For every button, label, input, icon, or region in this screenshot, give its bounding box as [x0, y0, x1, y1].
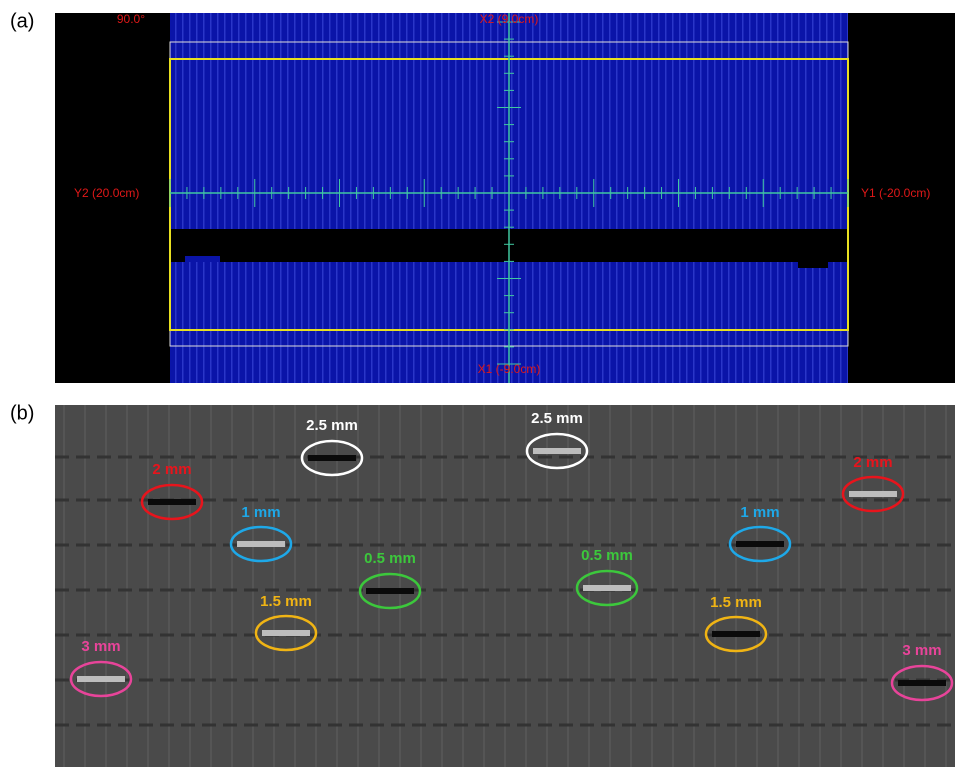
annotation-label: 1.5 mm — [260, 593, 312, 610]
gap-mark — [366, 588, 414, 594]
panel-label: (b) — [10, 402, 34, 424]
gantry-angle: 90.0° — [117, 12, 145, 26]
gap-mark — [849, 491, 897, 497]
annotation-label: 3 mm — [902, 642, 941, 659]
figure: (a) 90.0° X2 (9.0cm) X1 (-9.0cm) Y2 (20.… — [0, 0, 955, 767]
x2-label: X2 (9.0cm) — [480, 12, 539, 26]
gap-mark — [262, 630, 310, 636]
gap-mark — [712, 631, 760, 637]
annotation-label: 0.5 mm — [364, 550, 416, 567]
gap-mark — [533, 448, 581, 454]
gap-mark — [77, 676, 125, 682]
x1-label: X1 (-9.0cm) — [478, 362, 541, 376]
gap-mark — [736, 541, 784, 547]
y1-label: Y1 (-20.0cm) — [861, 186, 930, 200]
annotation-label: 1 mm — [740, 504, 779, 521]
annotation-label: 2.5 mm — [306, 417, 358, 434]
panel-label: (a) — [10, 10, 34, 32]
annotation-label: 1 mm — [241, 504, 280, 521]
gap-mark — [148, 499, 196, 505]
annotation-label: 2.5 mm — [531, 410, 583, 427]
annotation-label: 1.5 mm — [710, 594, 762, 611]
gap-mark — [898, 680, 946, 686]
gap-mark — [308, 455, 356, 461]
gap-mark — [583, 585, 631, 591]
annotation-label: 0.5 mm — [581, 547, 633, 564]
leaf-edge — [798, 262, 828, 268]
leaf-edge — [185, 256, 220, 262]
annotation-label: 2 mm — [853, 454, 892, 471]
y2-label: Y2 (20.0cm) — [74, 186, 139, 200]
gap-mark — [237, 541, 285, 547]
epid-image — [55, 405, 955, 767]
annotation-label: 3 mm — [81, 638, 120, 655]
annotation-label: 2 mm — [152, 461, 191, 478]
